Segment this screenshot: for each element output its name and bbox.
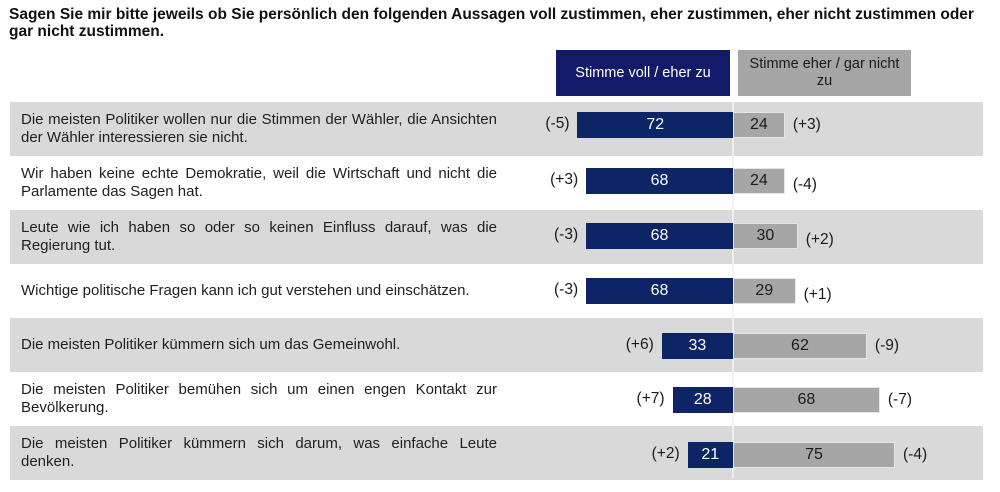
legend-disagree: Stimme eher / gar nicht zu: [738, 50, 911, 96]
statement-label: Die meisten Politiker kümmern sich darum…: [21, 435, 497, 470]
statement-label: Die meisten Politiker wollen nur die Sti…: [21, 111, 497, 146]
statement-label: Wir haben keine echte Demokratie, weil d…: [21, 165, 497, 200]
legend-disagree-label: Stimme eher / gar nicht zu: [749, 56, 900, 89]
statement-row: Wichtige politische Fragen kann ich gut …: [10, 264, 983, 318]
zero-axis-line: [732, 102, 734, 478]
statement-row: Wir haben keine echte Demokratie, weil d…: [10, 156, 983, 210]
statement-row: Leute wie ich haben so oder so keinen Ei…: [10, 210, 983, 264]
statement-row: Die meisten Politiker wollen nur die Sti…: [10, 102, 983, 156]
legend-agree: Stimme voll / eher zu: [556, 50, 730, 96]
question-title: Sagen Sie mir bitte jeweils ob Sie persö…: [9, 6, 974, 40]
statement-label: Wichtige politische Fragen kann ich gut …: [21, 282, 470, 299]
statement-rows: Die meisten Politiker wollen nur die Sti…: [10, 102, 983, 480]
statement-row: Die meisten Politiker bemühen sich um ei…: [10, 372, 983, 426]
legend-agree-label: Stimme voll / eher zu: [575, 64, 711, 81]
statement-label: Leute wie ich haben so oder so keinen Ei…: [21, 219, 497, 254]
statement-row: Die meisten Politiker kümmern sich darum…: [10, 426, 983, 480]
statement-label: Die meisten Politiker kümmern sich um da…: [21, 336, 401, 353]
statement-label: Die meisten Politiker bemühen sich um ei…: [21, 381, 497, 416]
statement-row: Die meisten Politiker kümmern sich um da…: [10, 318, 983, 372]
